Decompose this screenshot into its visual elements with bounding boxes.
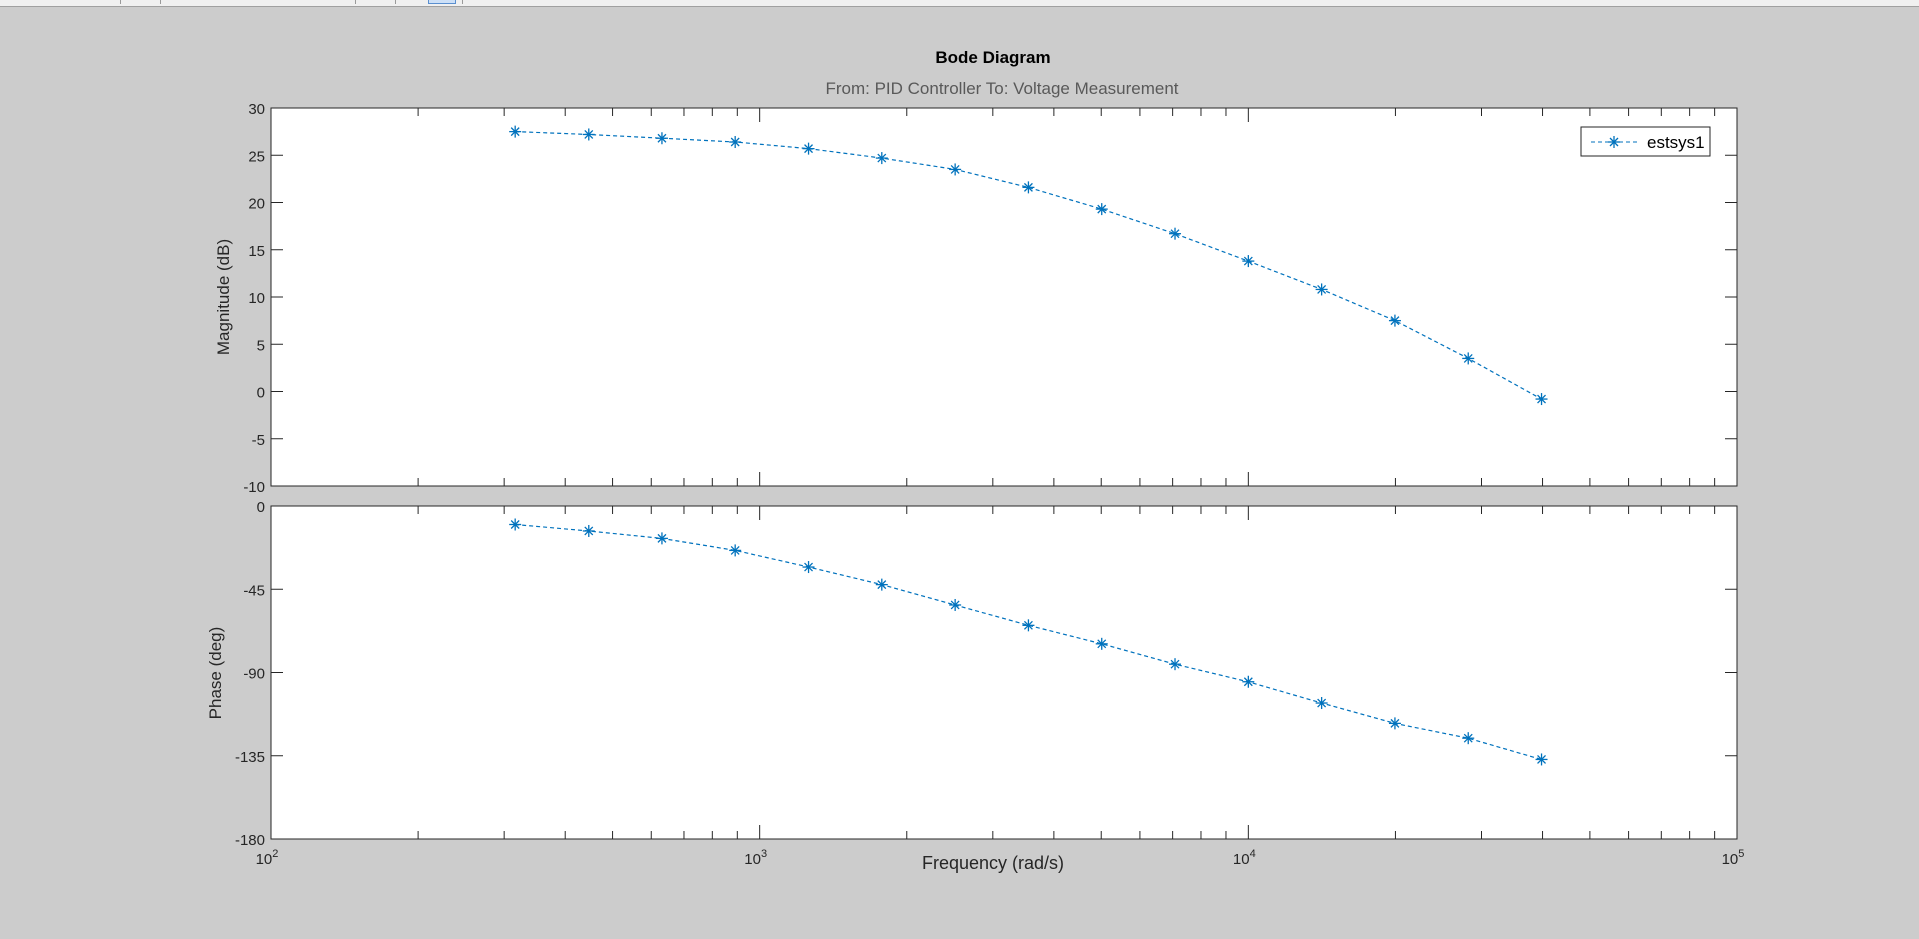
x-tick-label: 102 xyxy=(256,848,279,868)
legend-asterisk-marker xyxy=(1608,136,1620,148)
y-tick-label: -10 xyxy=(243,479,265,496)
data-point-marker xyxy=(1388,717,1401,730)
data-point-marker xyxy=(1315,283,1328,296)
series-line-estsys1 xyxy=(515,523,1542,761)
figure-toolbar xyxy=(0,0,1919,7)
toolbar-separator xyxy=(462,0,463,4)
toolbar-pressed-button[interactable] xyxy=(428,0,456,4)
data-point-marker xyxy=(582,524,595,537)
legend-box xyxy=(1580,126,1711,157)
toolbar-separator xyxy=(160,0,161,4)
y-tick-label: -180 xyxy=(235,832,265,849)
data-point-marker xyxy=(509,518,522,531)
toolbar-separator xyxy=(355,0,356,4)
y-tick-label: 20 xyxy=(248,196,265,213)
y-tick-label: 25 xyxy=(248,148,265,165)
data-point-marker xyxy=(582,128,595,141)
y-tick-label: 15 xyxy=(248,243,265,260)
magnitude-axes[interactable]: Magnitude (dB) -10 -5 0 5 10 15 20 25 30 xyxy=(214,101,1738,496)
data-point-marker xyxy=(875,578,888,591)
data-point-marker xyxy=(1315,697,1328,710)
y-tick-label: 5 xyxy=(257,337,265,354)
y-tick-label: -45 xyxy=(243,582,265,599)
data-point-marker xyxy=(1462,732,1475,745)
data-point-marker xyxy=(1169,658,1182,671)
data-point-marker xyxy=(509,125,522,138)
y-tick-label: 0 xyxy=(257,385,265,402)
toolbar-separator xyxy=(120,0,121,4)
data-point-marker xyxy=(1022,181,1035,194)
toolbar-separator xyxy=(395,0,396,4)
magnitude-ylabel: Magnitude (dB) xyxy=(214,239,233,355)
data-point-marker xyxy=(1095,203,1108,216)
y-tick-label: 30 xyxy=(248,101,265,118)
x-tick-label: 103 xyxy=(744,848,767,868)
data-point-marker xyxy=(655,532,668,545)
data-point-marker xyxy=(655,132,668,145)
data-point-marker xyxy=(729,544,742,557)
phase-axes[interactable]: Phase (deg) -180 -135 -90 -45 0 xyxy=(206,499,1738,849)
frequency-xlabel: Frequency (rad/s) xyxy=(922,853,1064,873)
series-line-estsys1 xyxy=(515,131,1542,400)
legend[interactable]: estsys1 xyxy=(1580,126,1711,157)
x-tick-label: 105 xyxy=(1722,848,1745,868)
data-point-marker xyxy=(875,152,888,165)
data-point-marker xyxy=(802,561,815,574)
data-point-marker xyxy=(1169,227,1182,240)
data-point-marker xyxy=(802,142,815,155)
chart-title: Bode Diagram xyxy=(935,48,1050,67)
chart-subtitle: From: PID Controller To: Voltage Measure… xyxy=(825,79,1178,98)
data-point-marker xyxy=(1022,619,1035,632)
data-point-marker xyxy=(1242,255,1255,268)
phase-ylabel: Phase (deg) xyxy=(206,627,225,720)
y-tick-label: -90 xyxy=(243,666,265,683)
data-point-marker xyxy=(729,136,742,149)
data-point-marker xyxy=(1462,352,1475,365)
x-tick-label: 104 xyxy=(1233,848,1256,868)
legend-entry-estsys1: estsys1 xyxy=(1647,133,1705,152)
phase-axes-background xyxy=(270,505,1738,840)
data-point-marker xyxy=(1535,393,1548,406)
data-point-marker xyxy=(1388,314,1401,327)
y-tick-label: -135 xyxy=(235,749,265,766)
y-tick-label: -5 xyxy=(252,432,265,449)
data-point-marker xyxy=(949,163,962,176)
data-point-marker xyxy=(949,598,962,611)
magnitude-axes-background xyxy=(270,107,1738,487)
data-point-marker xyxy=(1535,753,1548,766)
y-tick-label: 0 xyxy=(257,499,265,516)
data-point-marker xyxy=(1095,637,1108,650)
y-tick-label: 10 xyxy=(248,290,265,307)
data-point-marker xyxy=(1242,675,1255,688)
